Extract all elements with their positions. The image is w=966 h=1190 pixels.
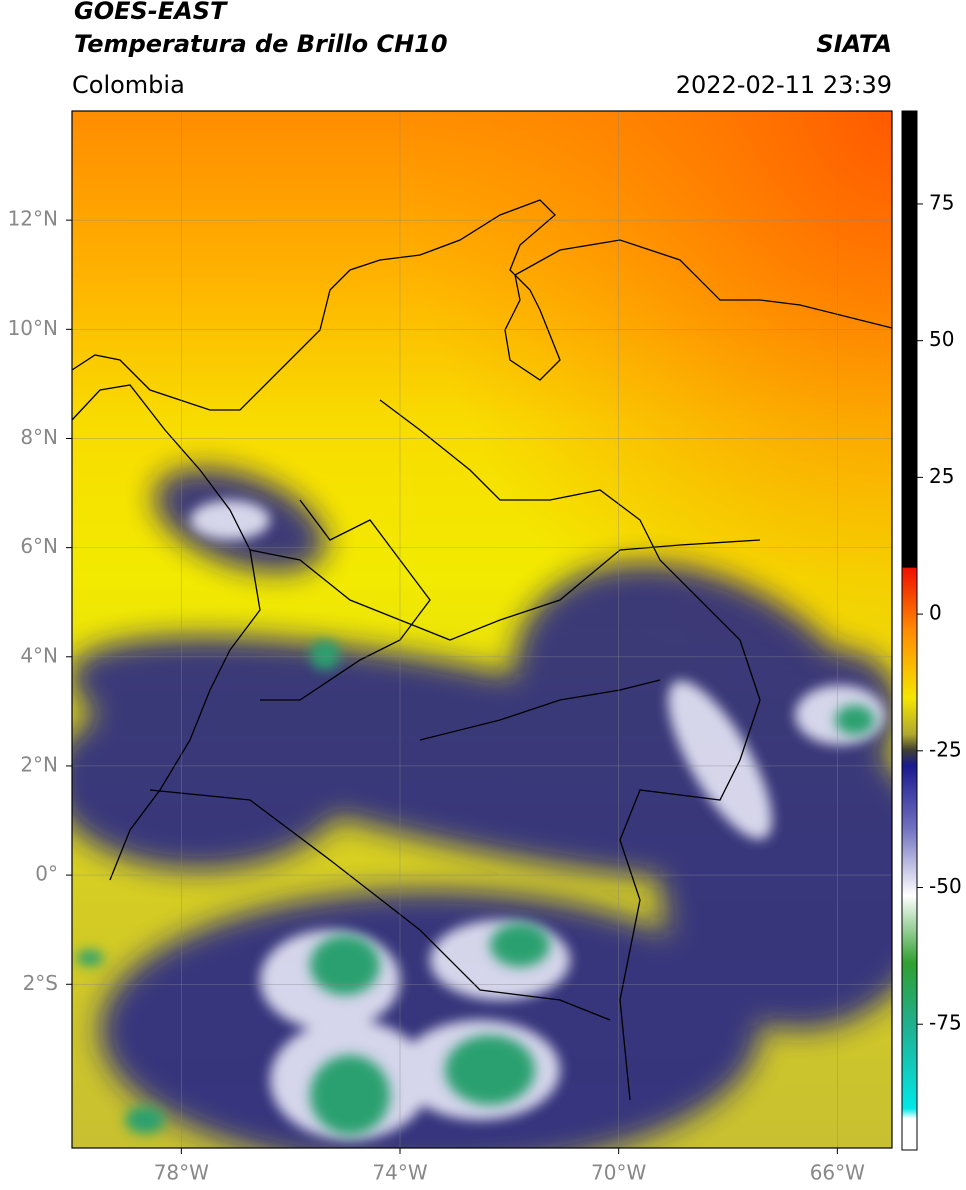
colorbar-tick-label: 75 xyxy=(929,190,954,214)
x-tick-label: 74°W xyxy=(372,1161,427,1185)
colorbar-tick-label: -75 xyxy=(929,1011,962,1035)
title: GOES-EAST xyxy=(74,0,228,25)
satellite-image xyxy=(72,111,892,1148)
subtitle: Temperatura de Brillo CH10 xyxy=(74,30,448,58)
colorbar-tick-label: -25 xyxy=(929,737,962,761)
colorbar xyxy=(901,110,918,1151)
y-tick-label: 10°N xyxy=(8,316,58,340)
region: Colombia xyxy=(72,71,185,99)
map-frame xyxy=(71,110,893,1149)
grid xyxy=(72,111,892,1148)
x-tick-label: 66°W xyxy=(810,1161,865,1185)
y-tick-label: 2°N xyxy=(20,752,58,776)
y-tick-label: 12°N xyxy=(8,207,58,231)
colorbar-tick-label: 50 xyxy=(929,327,954,351)
datetime: 2022-02-11 23:39 xyxy=(676,71,892,99)
y-tick-label: 4°N xyxy=(20,643,58,667)
source: SIATA xyxy=(816,30,892,58)
x-tick-label: 70°W xyxy=(591,1161,646,1185)
y-tick-label: 0° xyxy=(35,862,58,886)
y-tick-label: 6°N xyxy=(20,534,58,558)
colorbar-tick-label: 25 xyxy=(929,464,954,488)
colorbar-tick-label: 0 xyxy=(929,601,942,625)
y-tick-label: 8°N xyxy=(20,425,58,449)
y-tick-label: 2°S xyxy=(23,971,58,995)
colorbar-tick-label: -50 xyxy=(929,874,962,898)
x-tick-label: 78°W xyxy=(154,1161,209,1185)
